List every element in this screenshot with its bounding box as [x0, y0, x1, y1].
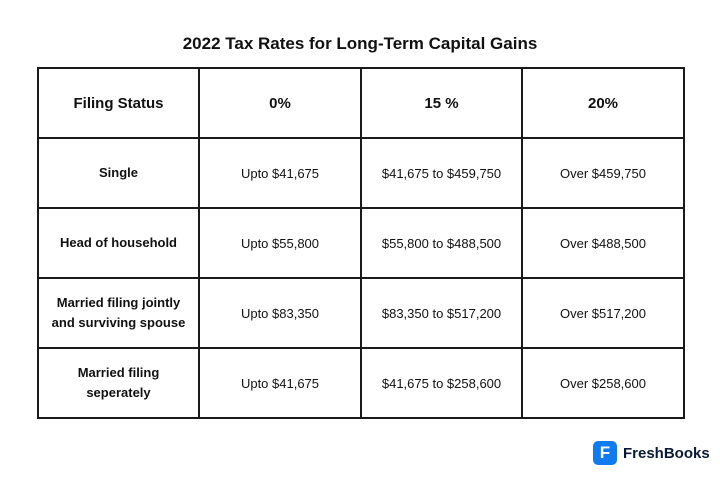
- rate-cell: Over $488,500: [521, 207, 685, 279]
- logo: F FreshBooks: [593, 441, 710, 465]
- rate-cell: Upto $55,800: [198, 207, 362, 279]
- rate-cell: Over $258,600: [521, 347, 685, 419]
- rate-cell: Upto $83,350: [198, 277, 362, 349]
- rate-cell: Upto $41,675: [198, 347, 362, 419]
- table-row: Head of household Upto $55,800 $55,800 to …: [37, 207, 685, 279]
- rate-cell: $41,675 to $459,750: [360, 137, 523, 209]
- table-row: Married filing jointly and surviving spo…: [37, 277, 685, 349]
- filing-status: Single: [98, 165, 138, 180]
- table-row: Married filing seperately Upto $41,675 $41…: [37, 347, 685, 419]
- table-body: Single Upto $41,675 $41,675 to $459,750 Ove…: [37, 137, 685, 419]
- filing-status: Head of household: [60, 235, 177, 250]
- rate-cell: Upto $41,675: [198, 137, 362, 209]
- filing-status: Married filing seperately: [77, 365, 160, 400]
- header-cell: Filing Status: [37, 67, 200, 139]
- header-cell: 15 %: [360, 67, 523, 139]
- tax-table: Filing Status 0% 15 % 20% Single Upto $41,67…: [37, 67, 685, 419]
- header-cell: 20%: [521, 67, 685, 139]
- filing-status: Married filing jointly and surviving spo…: [51, 295, 186, 330]
- rate-cell: Over $517,200: [521, 277, 685, 349]
- row-header-cell: Married filing seperately: [37, 347, 200, 419]
- logo-icon: F: [593, 441, 617, 465]
- row-header-cell: Head of household: [37, 207, 200, 279]
- rate-cell: Over $459,750: [521, 137, 685, 209]
- title: 2022 Tax Rates for Long-Term Capital Gai…: [182, 34, 538, 53]
- logo-text: FreshBooks: [623, 444, 710, 462]
- row-header-cell: Single: [37, 137, 200, 209]
- row-header-cell: Married filing jointly and surviving spo…: [37, 277, 200, 349]
- rate-cell: $41,675 to $258,600: [360, 347, 523, 419]
- rate-cell: $55,800 to $488,500: [360, 207, 523, 279]
- header-row: Filing Status 0% 15 % 20%: [37, 67, 685, 139]
- header-cell: 0%: [198, 67, 362, 139]
- rate-cell: $83,350 to $517,200: [360, 277, 523, 349]
- table-row: Single Upto $41,675 $41,675 to $459,750 Ove…: [37, 137, 685, 209]
